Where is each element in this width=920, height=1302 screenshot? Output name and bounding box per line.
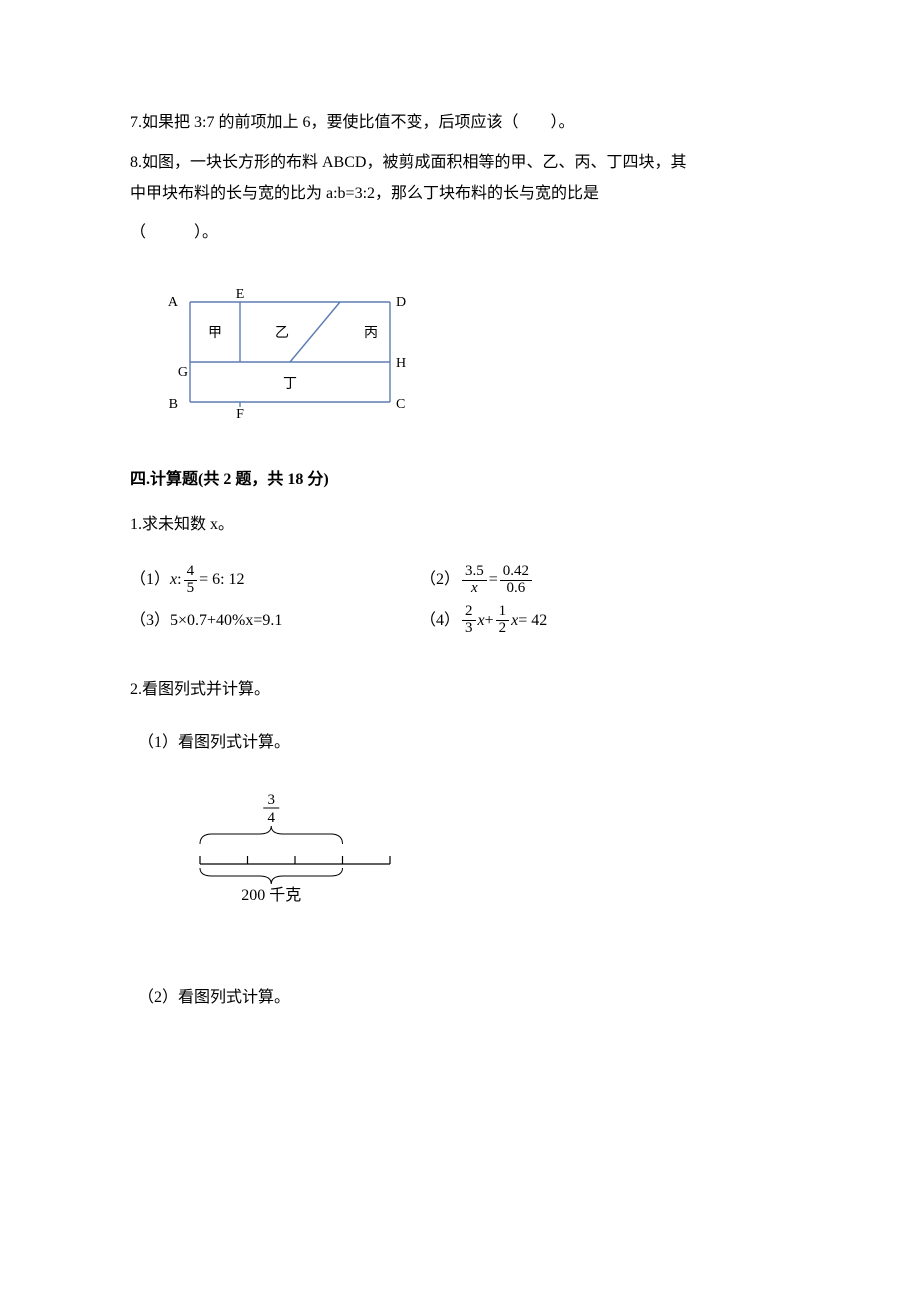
eq4-x1: x bbox=[478, 608, 485, 634]
question-8: 8.如图，一块长方形的布料 ABCD，被剪成面积相等的甲、乙、丙、丁四块，其 中… bbox=[130, 150, 790, 431]
eq4-d1: 3 bbox=[462, 621, 476, 637]
question-7: 7.如果把 3:7 的前项加上 6，要使比值不变，后项应该（ ）。 bbox=[130, 110, 790, 136]
eq4-eq: = 42 bbox=[518, 608, 547, 634]
svg-text:丁: 丁 bbox=[283, 377, 297, 392]
eq2-n2: 0.42 bbox=[500, 564, 532, 581]
svg-text:F: F bbox=[236, 407, 244, 422]
eq4-d2: 2 bbox=[496, 621, 510, 637]
q7-text: 7.如果把 3:7 的前项加上 6，要使比值不变，后项应该（ ）。 bbox=[130, 114, 574, 131]
eq4-frac1: 2 3 bbox=[462, 604, 476, 637]
q8-line3: （ ）。 bbox=[130, 214, 790, 252]
eq4-x2: x bbox=[511, 608, 518, 634]
svg-text:H: H bbox=[396, 356, 406, 371]
eq2-d1: x bbox=[468, 581, 481, 597]
svg-text:200 千克: 200 千克 bbox=[241, 886, 301, 904]
eq1-colon: : bbox=[177, 567, 181, 593]
svg-text:乙: 乙 bbox=[275, 325, 289, 341]
rectangle-diagram-svg: A B C D E F G H 甲 乙 丙丁 bbox=[160, 282, 420, 422]
eq4-n2: 1 bbox=[496, 604, 510, 621]
eq1-x: x bbox=[170, 567, 177, 593]
svg-text:E: E bbox=[236, 287, 245, 302]
svg-text:丙: 丙 bbox=[364, 326, 378, 341]
eq-row-2: （3）5×0.7+40%x=9.1 （4） 2 3 x + 1 2 x = 42 bbox=[130, 604, 790, 637]
eq4: （4） 2 3 x + 1 2 x = 42 bbox=[420, 604, 547, 637]
eq1-den: 5 bbox=[184, 581, 198, 597]
bar-diagram-svg: 3 4 200 千克 bbox=[180, 786, 410, 946]
eq2-d2: 0.6 bbox=[504, 581, 529, 597]
q8-line1: 8.如图，一块长方形的布料 ABCD，被剪成面积相等的甲、乙、丙、丁四块，其 bbox=[130, 150, 790, 176]
eq2-frac2: 0.42 0.6 bbox=[500, 564, 532, 597]
eq1-prefix: （1） bbox=[130, 567, 170, 593]
svg-text:D: D bbox=[396, 295, 406, 310]
eq2-prefix: （2） bbox=[420, 567, 460, 593]
svg-text:B: B bbox=[169, 397, 178, 412]
eq2-n1: 3.5 bbox=[462, 564, 487, 581]
svg-text:4: 4 bbox=[268, 810, 276, 826]
svg-text:甲: 甲 bbox=[208, 326, 222, 341]
eq1-rest: = 6: 12 bbox=[199, 567, 244, 593]
eq3: （3）5×0.7+40%x=9.1 bbox=[130, 608, 420, 634]
eq2-frac1: 3.5 x bbox=[462, 564, 487, 597]
section-4-header: 四.计算题(共 2 题，共 18 分) bbox=[130, 467, 790, 493]
eq4-n1: 2 bbox=[462, 604, 476, 621]
p2-title: 2.看图列式并计算。 bbox=[130, 677, 790, 703]
svg-text:A: A bbox=[168, 295, 179, 310]
p1-title: 1.求未知数 x。 bbox=[130, 512, 790, 538]
problem-1: 1.求未知数 x。 （1） x : 4 5 = 6: 12 （2） 3.5 x … bbox=[130, 512, 790, 637]
eq4-prefix: （4） bbox=[420, 608, 460, 634]
svg-text:C: C bbox=[396, 397, 405, 412]
p2-sub2: （2）看图列式计算。 bbox=[130, 985, 790, 1011]
p2-figure: 3 4 200 千克 bbox=[180, 786, 790, 955]
svg-text:G: G bbox=[178, 365, 188, 380]
eq1: （1） x : 4 5 = 6: 12 bbox=[130, 564, 420, 597]
eq3-text: （3）5×0.7+40%x=9.1 bbox=[130, 608, 282, 634]
eq4-frac2: 1 2 bbox=[496, 604, 510, 637]
eq1-num: 4 bbox=[184, 564, 198, 581]
p2-sub1: （1）看图列式计算。 bbox=[130, 730, 790, 756]
problem-2: 2.看图列式并计算。 （1）看图列式计算。 3 4 200 千克 （2）看图列式计算… bbox=[130, 677, 790, 1010]
svg-text:3: 3 bbox=[268, 792, 276, 808]
eq-row-1: （1） x : 4 5 = 6: 12 （2） 3.5 x = 0.42 0.6 bbox=[130, 564, 790, 597]
eq4-plus: + bbox=[485, 608, 494, 634]
eq2: （2） 3.5 x = 0.42 0.6 bbox=[420, 564, 534, 597]
eq1-frac: 4 5 bbox=[184, 564, 198, 597]
q8-line2: 中甲块布料的长与宽的比为 a:b=3:2，那么丁块布料的长与宽的比是 bbox=[130, 175, 790, 213]
eq2-mid: = bbox=[489, 567, 498, 593]
q8-diagram: A B C D E F G H 甲 乙 丙丁 bbox=[160, 282, 790, 431]
